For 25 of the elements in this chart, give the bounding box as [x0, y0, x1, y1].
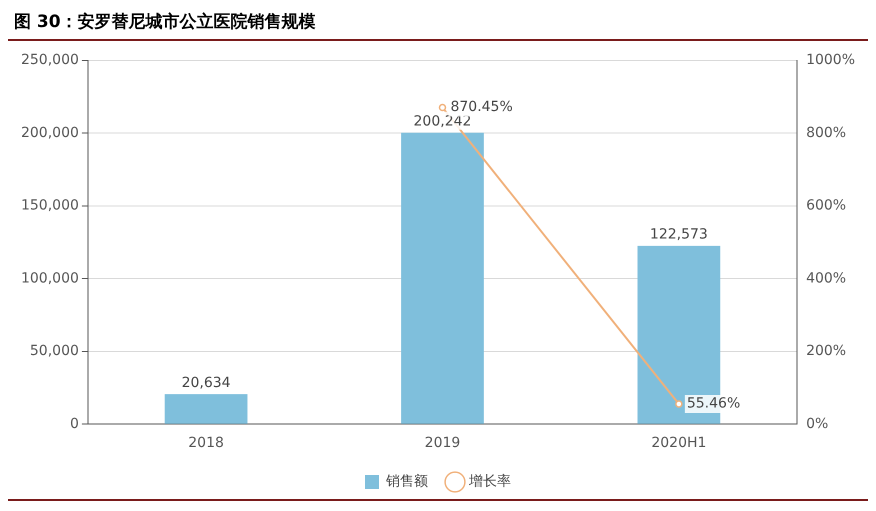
x-tick-label: 2019	[424, 435, 460, 452]
y2-tick-label: 800%	[806, 124, 846, 141]
y-tick-label: 100,000	[20, 270, 79, 286]
y-tick-label: 200,000	[20, 124, 79, 141]
x-tick-label: 2018	[188, 435, 224, 452]
data-label: 870.45%	[450, 99, 513, 116]
legend-label: 销售额	[385, 474, 428, 490]
data-label: 20,634	[182, 374, 231, 391]
y2-tick-label: 0%	[806, 416, 828, 432]
data-label: 200,242	[414, 113, 472, 130]
data-label: 122,573	[650, 226, 708, 242]
bar	[164, 394, 248, 424]
y2-tick-label: 400%	[806, 270, 846, 286]
y-tick-label: 150,000	[20, 198, 79, 214]
y-tick-label: 0	[70, 416, 79, 432]
x-tick-label: 2020H1	[651, 435, 706, 452]
y-tick-label: 250,000	[20, 52, 79, 68]
chart-title: 图 30：安罗替尼城市公立医院销售规模	[8, 8, 868, 41]
y2-tick-label: 200%	[806, 343, 846, 360]
y2-tick-label: 1000%	[806, 52, 856, 68]
legend-label: 增长率	[468, 474, 511, 490]
y-tick-label: 50,000	[30, 343, 79, 360]
bar	[401, 132, 484, 424]
data-label: 55.46%	[686, 396, 740, 412]
y2-tick-label: 600%	[806, 198, 846, 214]
